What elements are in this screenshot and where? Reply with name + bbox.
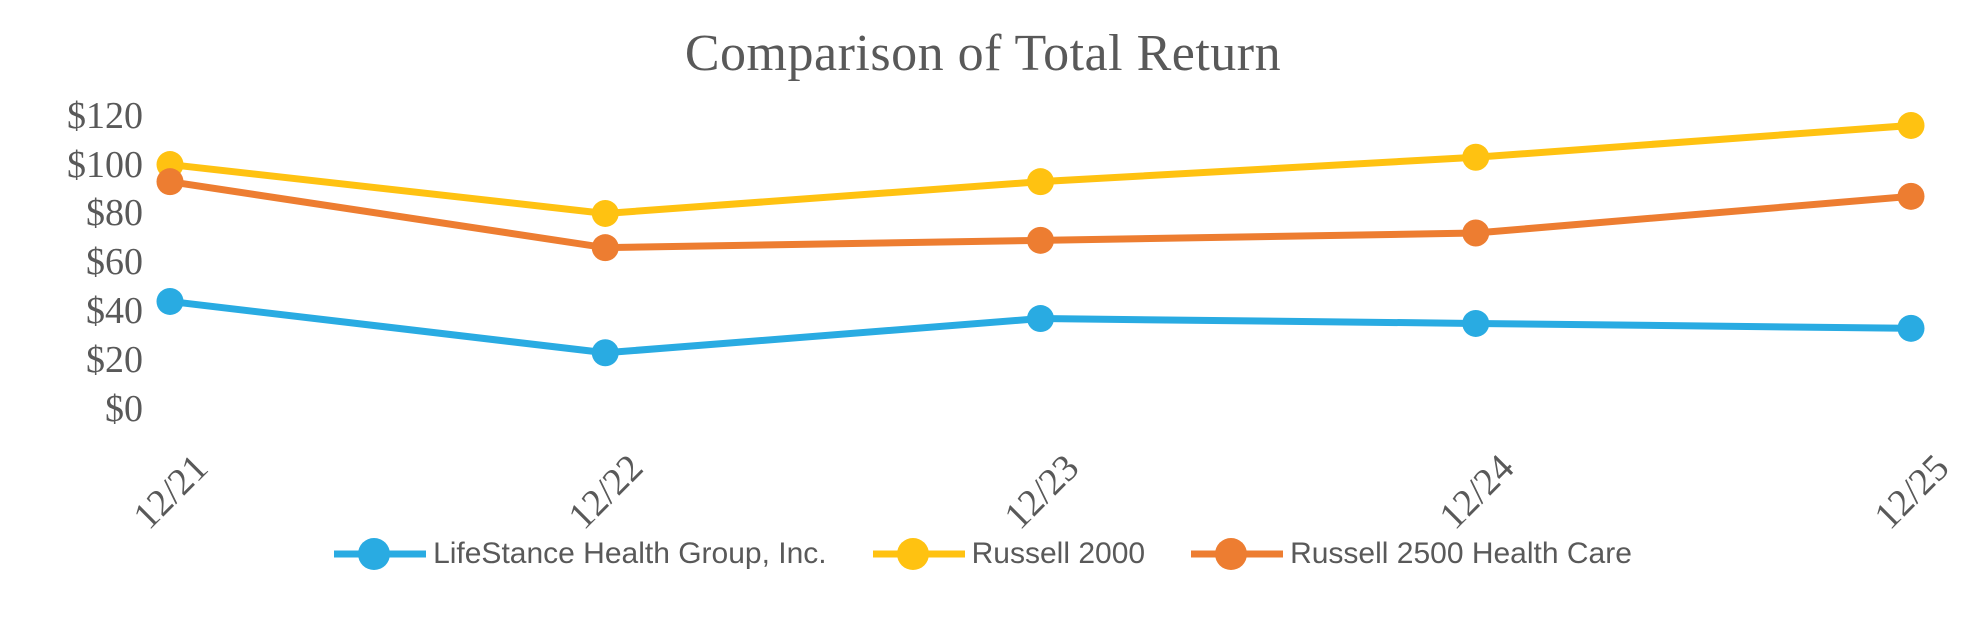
data-point [1897, 182, 1925, 210]
data-point [591, 234, 619, 262]
y-tick-label: $60 [86, 241, 143, 284]
data-point [591, 339, 619, 367]
legend-item: Russell 2000 [872, 534, 1146, 574]
data-point [156, 287, 184, 315]
data-point [1027, 305, 1054, 333]
data-point [1027, 168, 1054, 196]
data-point [1462, 143, 1490, 171]
data-point [1897, 111, 1925, 139]
legend-marker-icon [872, 538, 965, 570]
data-point [1897, 314, 1925, 342]
y-tick-label: $120 [67, 94, 143, 137]
legend: LifeStance Health Group, Inc. Russell 200… [0, 534, 1966, 574]
y-tick-label: $0 [105, 388, 143, 430]
y-tick-label: $80 [86, 192, 143, 235]
legend-marker-icon [1191, 538, 1284, 570]
legend-label: LifeStance Health Group, Inc. [433, 537, 827, 570]
legend-label: Russell 2500 Health Care [1290, 537, 1632, 570]
chart-title: Comparison of Total Return [684, 25, 1282, 82]
legend-item: Russell 2500 Health Care [1191, 534, 1632, 574]
data-point [591, 199, 619, 227]
data-point [1462, 309, 1490, 337]
y-tick-label: $40 [86, 290, 143, 333]
data-point [1462, 219, 1490, 247]
y-tick-label: $20 [86, 339, 143, 382]
legend-marker-icon [334, 538, 427, 570]
data-point [1027, 226, 1054, 254]
data-point [156, 168, 184, 196]
y-tick-label: $100 [67, 143, 143, 186]
legend-item: LifeStance Health Group, Inc. [334, 534, 827, 574]
legend-label: Russell 2000 [971, 537, 1146, 570]
